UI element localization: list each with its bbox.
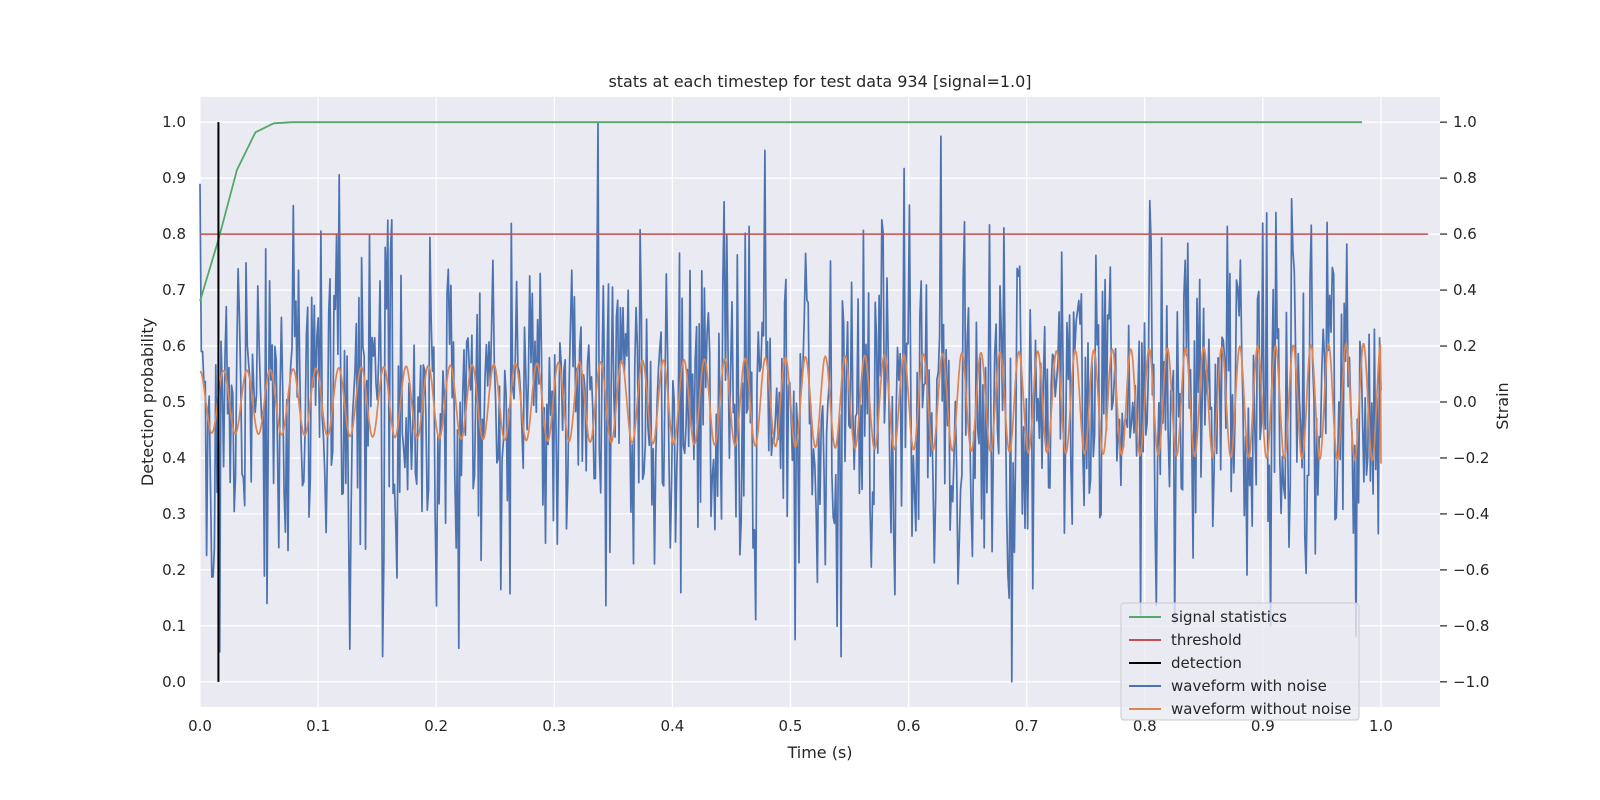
legend: signal statistics threshold detection wa…: [1120, 602, 1360, 721]
legend-label-threshold: threshold: [1171, 631, 1242, 649]
y-left-tick-label: 0.1: [162, 617, 186, 635]
series-line-signal-statistics: [199, 121, 1363, 302]
y-left-axis-title: Detection probability: [138, 318, 157, 486]
y-right-tick-label: 0.4: [1453, 281, 1477, 299]
chart-title: stats at each timestep for test data 934…: [608, 72, 1031, 91]
x-tick-label: 0.9: [1251, 717, 1275, 735]
y-left-tick-label: 0.7: [162, 281, 186, 299]
y-right-tick-label: −1.0: [1453, 673, 1489, 691]
series-layer: [199, 121, 1429, 683]
y-left-tick-label: 0.8: [162, 225, 186, 243]
x-tick-label: 0.7: [1015, 717, 1039, 735]
legend-label-signal-statistics: signal statistics: [1171, 608, 1287, 626]
y-left-tick-label: 0.0: [162, 673, 186, 691]
y-left-tick-label: 1.0: [162, 113, 186, 131]
y-right-tick-labels: −1.0 −0.8 −0.6 −0.4 −0.2 0.0 0.2 0.4 0.6 0.8 1.0: [1440, 113, 1489, 691]
y-left-tick-label: 0.6: [162, 337, 186, 355]
y-right-tick-label: 1.0: [1453, 113, 1477, 131]
y-right-tick-label: 0.0: [1453, 393, 1477, 411]
y-right-tick-label: −0.4: [1453, 505, 1489, 523]
y-right-tick-label: −0.2: [1453, 449, 1489, 467]
x-tick-label: 0.4: [660, 717, 684, 735]
y-left-tick-label: 0.9: [162, 169, 186, 187]
y-right-tick-label: 0.8: [1453, 169, 1477, 187]
legend-label-waveform-without-noise: waveform without noise: [1171, 700, 1351, 718]
x-tick-labels: 0.0 0.1 0.2 0.3 0.4 0.5 0.6 0.7 0.8 0.9 1.0: [188, 717, 1393, 735]
y-left-tick-labels: 0.0 0.1 0.2 0.3 0.4 0.5 0.6 0.7 0.8 0.9 1.0: [162, 113, 186, 691]
y-right-tick-label: 0.2: [1453, 337, 1477, 355]
legend-label-detection: detection: [1171, 654, 1242, 672]
x-tick-label: 0.3: [542, 717, 566, 735]
y-right-tick-label: −0.6: [1453, 561, 1489, 579]
x-tick-label: 1.0: [1369, 717, 1393, 735]
x-tick-label: 0.2: [424, 717, 448, 735]
y-left-tick-label: 0.2: [162, 561, 186, 579]
series-line-waveform-without-noise: [199, 342, 1382, 464]
y-left-tick-label: 0.5: [162, 393, 186, 411]
y-right-axis-title: Strain: [1493, 382, 1512, 429]
y-right-tick-label: −0.8: [1453, 617, 1489, 635]
x-tick-label: 0.1: [306, 717, 330, 735]
y-left-tick-label: 0.4: [162, 449, 186, 467]
legend-box: [1120, 602, 1360, 721]
y-right-tick-label: 0.6: [1453, 225, 1477, 243]
x-tick-label: 0.5: [779, 717, 803, 735]
x-axis-title: Time (s): [786, 743, 852, 762]
x-tick-label: 0.0: [188, 717, 212, 735]
x-tick-label: 0.6: [897, 717, 921, 735]
x-tick-label: 0.8: [1133, 717, 1157, 735]
y-left-tick-label: 0.3: [162, 505, 186, 523]
legend-label-waveform-with-noise: waveform with noise: [1171, 677, 1327, 695]
